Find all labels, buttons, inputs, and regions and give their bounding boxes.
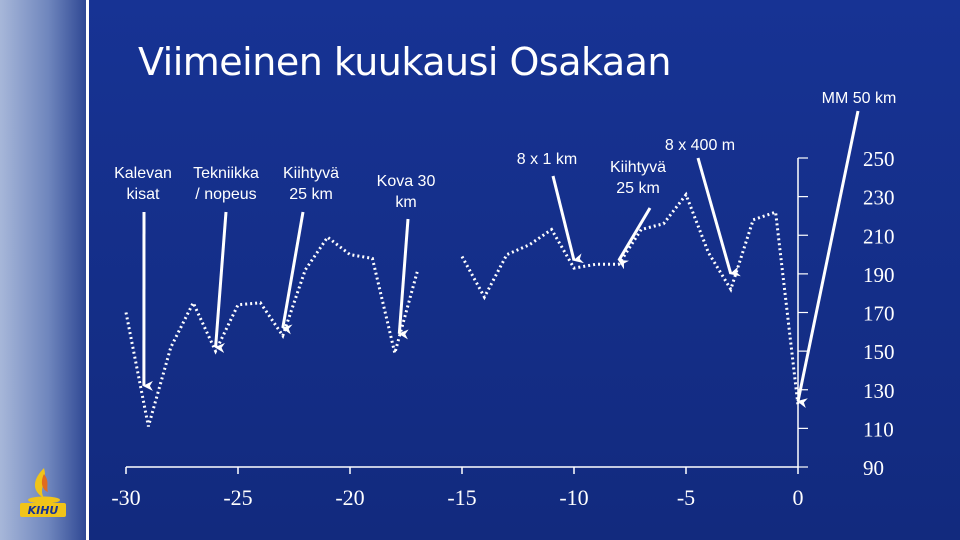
x-tick-label: -30 <box>111 485 140 510</box>
annotation-8x400m: 8 x 400 m <box>652 135 748 156</box>
annotation-kova-30: Kova 30 km <box>368 171 444 213</box>
x-tick-label: -25 <box>223 485 252 510</box>
slide-title: Viimeinen kuukausi Osakaan <box>138 40 672 84</box>
annotation-line: / nopeus <box>195 186 257 203</box>
annotation-line: kisat <box>126 186 160 203</box>
annotation-line: Kiihtyvä <box>609 159 667 176</box>
annotation-arrow <box>796 110 860 409</box>
annotation-arrow <box>696 157 741 277</box>
annotation-line: km <box>395 194 417 211</box>
annotation-tekniikka: Tekniikka / nopeus <box>184 163 268 205</box>
annotation-arrow <box>281 211 305 335</box>
y-tick-label: 170 <box>863 302 895 326</box>
annotation-line: 25 km <box>616 180 660 197</box>
annotation-line: MM 50 km <box>821 90 897 107</box>
annotation-line: 8 x 1 km <box>516 151 578 168</box>
series-line-2 <box>460 191 800 406</box>
annotation-arrow <box>397 218 410 340</box>
x-tick-label: -15 <box>447 485 476 510</box>
y-tick-label: 150 <box>863 340 895 364</box>
annotation-kiihtyva-1: Kiihtyvä 25 km <box>274 163 348 205</box>
x-tick-label: -10 <box>559 485 588 510</box>
annotation-arrow <box>617 207 652 270</box>
sidebar-band <box>0 0 88 540</box>
annotation-8x1km: 8 x 1 km <box>505 149 589 170</box>
annotation-kalevan-kisat: Kalevan kisat <box>110 163 176 205</box>
annotation-line: Kova 30 <box>376 173 436 190</box>
y-tick-label: 190 <box>863 263 895 287</box>
annotation-line: Kiihtyvä <box>282 165 340 182</box>
y-tick-label: 250 <box>863 147 895 171</box>
y-tick-label: 130 <box>863 379 895 403</box>
chart-series-layer <box>124 191 800 427</box>
y-tick-label: 230 <box>863 186 895 210</box>
x-tick-label: 0 <box>793 485 804 510</box>
annotation-arrow <box>551 175 584 264</box>
y-tick-label: 110 <box>863 417 894 441</box>
y-tick-label: 210 <box>863 224 895 248</box>
kihu-logo: KIHU <box>20 468 66 517</box>
x-tick-label: -5 <box>677 485 695 510</box>
series-line-1 <box>124 235 419 427</box>
annotation-line: Kalevan <box>114 165 172 182</box>
annotation-kiihtyva-2: Kiihtyvä 25 km <box>600 157 676 199</box>
chart-axes: -30 -25 -20 -15 -10 -5 0 90 110 130 150 170 190 210 23… <box>111 147 894 510</box>
annotation-line: 25 km <box>289 186 333 203</box>
y-tick-label: 90 <box>863 456 884 480</box>
logo-text: KIHU <box>28 504 59 517</box>
annotation-line: 8 x 400 m <box>664 137 736 154</box>
sidebar-divider <box>86 0 89 540</box>
annotation-line: Tekniikka <box>193 165 259 182</box>
x-tick-label: -20 <box>335 485 364 510</box>
annotation-arrow <box>214 211 228 353</box>
annotation-mm50: MM 50 km <box>810 88 908 109</box>
chart-arrow-layer <box>142 110 860 409</box>
